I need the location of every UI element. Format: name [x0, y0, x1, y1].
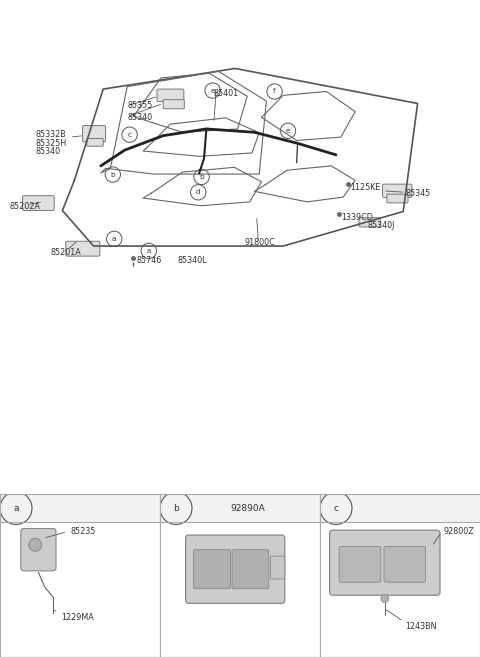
- Text: 1229MA: 1229MA: [61, 614, 94, 622]
- Text: c: c: [334, 504, 338, 512]
- Text: b: b: [199, 174, 204, 180]
- FancyBboxPatch shape: [87, 139, 103, 147]
- FancyBboxPatch shape: [339, 547, 381, 582]
- Text: b: b: [110, 171, 115, 177]
- Text: 85345: 85345: [406, 189, 431, 198]
- Text: f: f: [273, 89, 276, 95]
- Text: 85340L: 85340L: [178, 256, 207, 265]
- Text: 91800C: 91800C: [245, 238, 276, 247]
- Text: 85355: 85355: [127, 101, 153, 110]
- Text: 85325H: 85325H: [36, 139, 67, 148]
- Circle shape: [381, 595, 389, 602]
- FancyBboxPatch shape: [193, 550, 230, 589]
- FancyBboxPatch shape: [21, 528, 56, 571]
- FancyBboxPatch shape: [330, 530, 440, 595]
- FancyBboxPatch shape: [383, 184, 412, 198]
- Text: 85202A: 85202A: [10, 202, 40, 211]
- Text: a: a: [146, 248, 151, 254]
- Text: c: c: [128, 131, 132, 138]
- Text: 1243BN: 1243BN: [405, 622, 436, 631]
- FancyBboxPatch shape: [186, 535, 285, 603]
- FancyBboxPatch shape: [232, 550, 269, 589]
- Text: 1339CD: 1339CD: [341, 213, 372, 222]
- FancyBboxPatch shape: [83, 125, 106, 142]
- FancyBboxPatch shape: [66, 241, 100, 256]
- FancyBboxPatch shape: [384, 547, 426, 582]
- FancyBboxPatch shape: [163, 100, 184, 109]
- FancyBboxPatch shape: [387, 194, 408, 203]
- Text: a: a: [13, 504, 19, 512]
- Text: 85746: 85746: [137, 256, 162, 265]
- Text: 85235: 85235: [71, 528, 96, 536]
- Text: a: a: [112, 236, 117, 242]
- Text: d: d: [196, 189, 201, 195]
- Circle shape: [29, 538, 42, 551]
- Text: 92890A: 92890A: [230, 504, 265, 512]
- FancyBboxPatch shape: [157, 89, 184, 102]
- Text: e: e: [286, 128, 290, 134]
- Text: 1125KE: 1125KE: [350, 183, 381, 192]
- Text: 85201A: 85201A: [50, 248, 81, 257]
- FancyBboxPatch shape: [270, 556, 285, 579]
- Text: 92800Z: 92800Z: [443, 528, 474, 536]
- Text: 85332B: 85332B: [36, 130, 67, 139]
- Text: 85340: 85340: [36, 147, 61, 156]
- Text: e: e: [210, 87, 215, 93]
- FancyBboxPatch shape: [359, 217, 380, 227]
- Text: b: b: [173, 504, 179, 512]
- Text: 85401: 85401: [214, 89, 239, 99]
- Text: 85340: 85340: [127, 114, 152, 122]
- Text: 85340J: 85340J: [367, 221, 395, 231]
- FancyBboxPatch shape: [23, 196, 54, 210]
